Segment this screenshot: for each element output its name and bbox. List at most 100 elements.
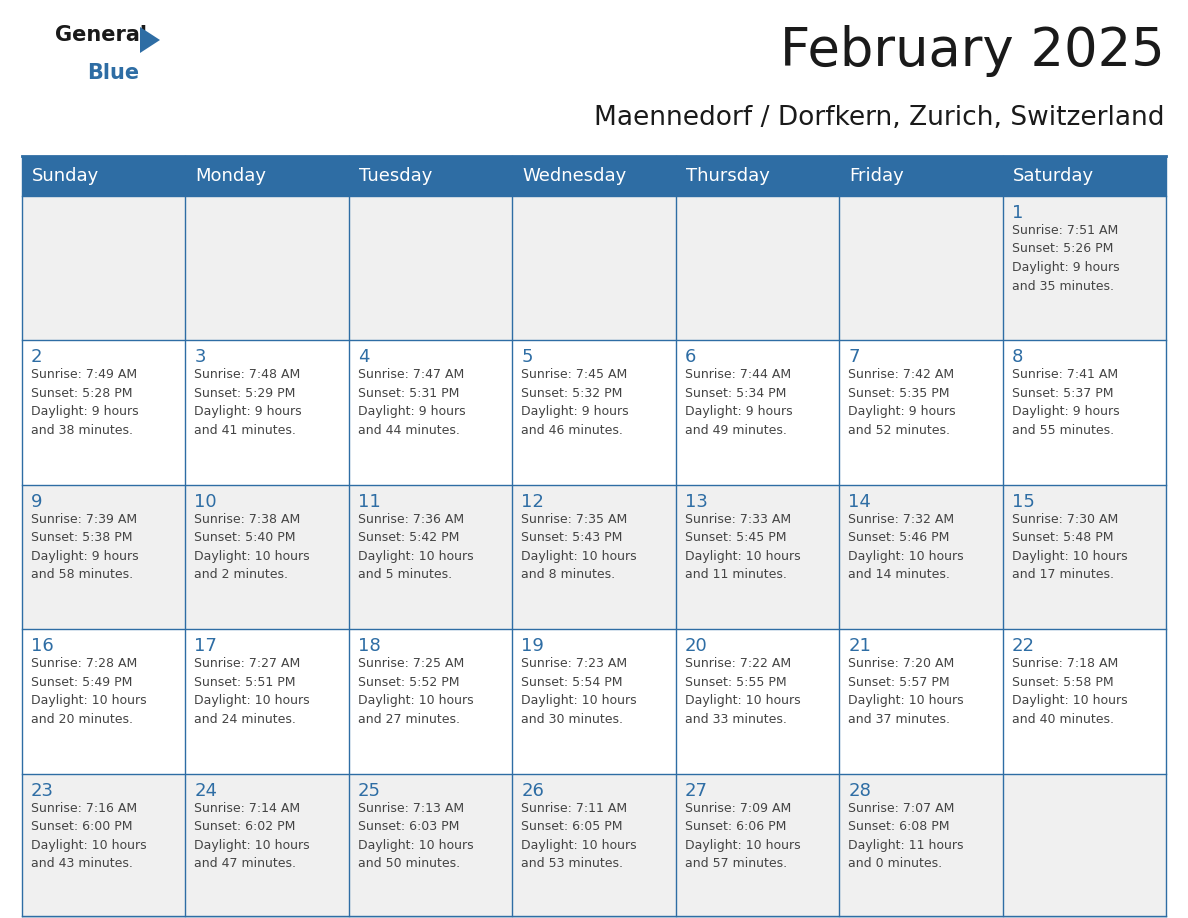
Text: Sunrise: 7:13 AM
Sunset: 6:03 PM
Daylight: 10 hours
and 50 minutes.: Sunrise: 7:13 AM Sunset: 6:03 PM Dayligh… [358,801,474,870]
Text: Sunrise: 7:09 AM
Sunset: 6:06 PM
Daylight: 10 hours
and 57 minutes.: Sunrise: 7:09 AM Sunset: 6:06 PM Dayligh… [684,801,801,870]
Bar [1003,341,1165,485]
Text: Sunrise: 7:22 AM
Sunset: 5:55 PM
Daylight: 10 hours
and 33 minutes.: Sunrise: 7:22 AM Sunset: 5:55 PM Dayligh… [684,657,801,726]
Text: Maennedorf / Dorfkern, Zurich, Switzerland: Maennedorf / Dorfkern, Zurich, Switzerla… [594,105,1165,131]
Text: 21: 21 [848,637,871,655]
Bar [839,774,1003,918]
Bar [185,485,349,629]
Text: Sunrise: 7:44 AM
Sunset: 5:34 PM
Daylight: 9 hours
and 49 minutes.: Sunrise: 7:44 AM Sunset: 5:34 PM Dayligh… [684,368,792,437]
Text: 3: 3 [195,349,206,366]
Text: 14: 14 [848,493,871,510]
Text: 4: 4 [358,349,369,366]
Text: Sunrise: 7:27 AM
Sunset: 5:51 PM
Daylight: 10 hours
and 24 minutes.: Sunrise: 7:27 AM Sunset: 5:51 PM Dayligh… [195,657,310,726]
Text: 12: 12 [522,493,544,510]
Text: 26: 26 [522,781,544,800]
Text: Sunrise: 7:41 AM
Sunset: 5:37 PM
Daylight: 9 hours
and 55 minutes.: Sunrise: 7:41 AM Sunset: 5:37 PM Dayligh… [1011,368,1119,437]
Bar [185,774,349,918]
Text: Sunrise: 7:28 AM
Sunset: 5:49 PM
Daylight: 10 hours
and 20 minutes.: Sunrise: 7:28 AM Sunset: 5:49 PM Dayligh… [31,657,146,726]
Text: 1: 1 [1011,204,1023,222]
Bar [512,485,676,629]
Bar [512,341,676,485]
Text: Tuesday: Tuesday [359,167,432,185]
Text: Thursday: Thursday [685,167,770,185]
Bar [349,774,512,918]
Bar [349,629,512,774]
Bar [676,774,839,918]
Text: Sunrise: 7:11 AM
Sunset: 6:05 PM
Daylight: 10 hours
and 53 minutes.: Sunrise: 7:11 AM Sunset: 6:05 PM Dayligh… [522,801,637,870]
Text: Sunrise: 7:25 AM
Sunset: 5:52 PM
Daylight: 10 hours
and 27 minutes.: Sunrise: 7:25 AM Sunset: 5:52 PM Dayligh… [358,657,474,726]
Bar [23,629,185,774]
Text: Sunrise: 7:39 AM
Sunset: 5:38 PM
Daylight: 9 hours
and 58 minutes.: Sunrise: 7:39 AM Sunset: 5:38 PM Dayligh… [31,513,139,581]
Bar [1003,485,1165,629]
Text: 16: 16 [31,637,53,655]
Polygon shape [140,27,160,53]
Text: 27: 27 [684,781,708,800]
Text: Sunrise: 7:07 AM
Sunset: 6:08 PM
Daylight: 11 hours
and 0 minutes.: Sunrise: 7:07 AM Sunset: 6:08 PM Dayligh… [848,801,963,870]
Text: Wednesday: Wednesday [523,167,626,185]
Text: Monday: Monday [196,167,266,185]
Bar [23,196,185,341]
Text: Sunrise: 7:18 AM
Sunset: 5:58 PM
Daylight: 10 hours
and 40 minutes.: Sunrise: 7:18 AM Sunset: 5:58 PM Dayligh… [1011,657,1127,726]
Text: Sunrise: 7:36 AM
Sunset: 5:42 PM
Daylight: 10 hours
and 5 minutes.: Sunrise: 7:36 AM Sunset: 5:42 PM Dayligh… [358,513,474,581]
Text: 17: 17 [195,637,217,655]
Text: 13: 13 [684,493,708,510]
Text: 6: 6 [684,349,696,366]
Bar [676,341,839,485]
Bar [349,485,512,629]
Bar [1003,196,1165,341]
Text: 2: 2 [31,349,43,366]
Text: Sunrise: 7:32 AM
Sunset: 5:46 PM
Daylight: 10 hours
and 14 minutes.: Sunrise: 7:32 AM Sunset: 5:46 PM Dayligh… [848,513,963,581]
Bar [676,196,839,341]
Text: 9: 9 [31,493,43,510]
Text: Sunrise: 7:49 AM
Sunset: 5:28 PM
Daylight: 9 hours
and 38 minutes.: Sunrise: 7:49 AM Sunset: 5:28 PM Dayligh… [31,368,139,437]
Text: Sunrise: 7:33 AM
Sunset: 5:45 PM
Daylight: 10 hours
and 11 minutes.: Sunrise: 7:33 AM Sunset: 5:45 PM Dayligh… [684,513,801,581]
Bar [23,774,185,918]
Text: 7: 7 [848,349,860,366]
Bar [676,629,839,774]
Bar [23,156,1165,196]
Bar [839,341,1003,485]
Text: 23: 23 [31,781,53,800]
Text: Saturday: Saturday [1012,167,1094,185]
Bar [512,774,676,918]
Text: Sunrise: 7:23 AM
Sunset: 5:54 PM
Daylight: 10 hours
and 30 minutes.: Sunrise: 7:23 AM Sunset: 5:54 PM Dayligh… [522,657,637,726]
Text: 18: 18 [358,637,380,655]
Text: Blue: Blue [87,63,139,83]
Text: 20: 20 [684,637,708,655]
Bar [23,341,185,485]
Text: Sunrise: 7:20 AM
Sunset: 5:57 PM
Daylight: 10 hours
and 37 minutes.: Sunrise: 7:20 AM Sunset: 5:57 PM Dayligh… [848,657,963,726]
Bar [185,629,349,774]
Text: Sunrise: 7:16 AM
Sunset: 6:00 PM
Daylight: 10 hours
and 43 minutes.: Sunrise: 7:16 AM Sunset: 6:00 PM Dayligh… [31,801,146,870]
Text: 28: 28 [848,781,871,800]
Text: Sunrise: 7:48 AM
Sunset: 5:29 PM
Daylight: 9 hours
and 41 minutes.: Sunrise: 7:48 AM Sunset: 5:29 PM Dayligh… [195,368,302,437]
Text: Sunrise: 7:30 AM
Sunset: 5:48 PM
Daylight: 10 hours
and 17 minutes.: Sunrise: 7:30 AM Sunset: 5:48 PM Dayligh… [1011,513,1127,581]
Bar [349,341,512,485]
Text: Sunday: Sunday [32,167,100,185]
Text: Friday: Friday [849,167,904,185]
Text: 11: 11 [358,493,380,510]
Text: Sunrise: 7:42 AM
Sunset: 5:35 PM
Daylight: 9 hours
and 52 minutes.: Sunrise: 7:42 AM Sunset: 5:35 PM Dayligh… [848,368,956,437]
Text: Sunrise: 7:45 AM
Sunset: 5:32 PM
Daylight: 9 hours
and 46 minutes.: Sunrise: 7:45 AM Sunset: 5:32 PM Dayligh… [522,368,628,437]
Bar [839,629,1003,774]
Text: Sunrise: 7:35 AM
Sunset: 5:43 PM
Daylight: 10 hours
and 8 minutes.: Sunrise: 7:35 AM Sunset: 5:43 PM Dayligh… [522,513,637,581]
Text: Sunrise: 7:14 AM
Sunset: 6:02 PM
Daylight: 10 hours
and 47 minutes.: Sunrise: 7:14 AM Sunset: 6:02 PM Dayligh… [195,801,310,870]
Text: 19: 19 [522,637,544,655]
Text: 22: 22 [1011,637,1035,655]
Text: 5: 5 [522,349,532,366]
Text: 10: 10 [195,493,217,510]
Text: General: General [55,25,147,45]
Text: Sunrise: 7:38 AM
Sunset: 5:40 PM
Daylight: 10 hours
and 2 minutes.: Sunrise: 7:38 AM Sunset: 5:40 PM Dayligh… [195,513,310,581]
Bar [349,196,512,341]
Bar [1003,774,1165,918]
Bar [839,485,1003,629]
Bar [185,196,349,341]
Text: February 2025: February 2025 [781,25,1165,77]
Bar [512,196,676,341]
Bar [1003,629,1165,774]
Text: 15: 15 [1011,493,1035,510]
Bar [185,341,349,485]
Bar [676,485,839,629]
Text: 25: 25 [358,781,381,800]
Bar [512,629,676,774]
Bar [839,196,1003,341]
Text: Sunrise: 7:51 AM
Sunset: 5:26 PM
Daylight: 9 hours
and 35 minutes.: Sunrise: 7:51 AM Sunset: 5:26 PM Dayligh… [1011,224,1119,293]
